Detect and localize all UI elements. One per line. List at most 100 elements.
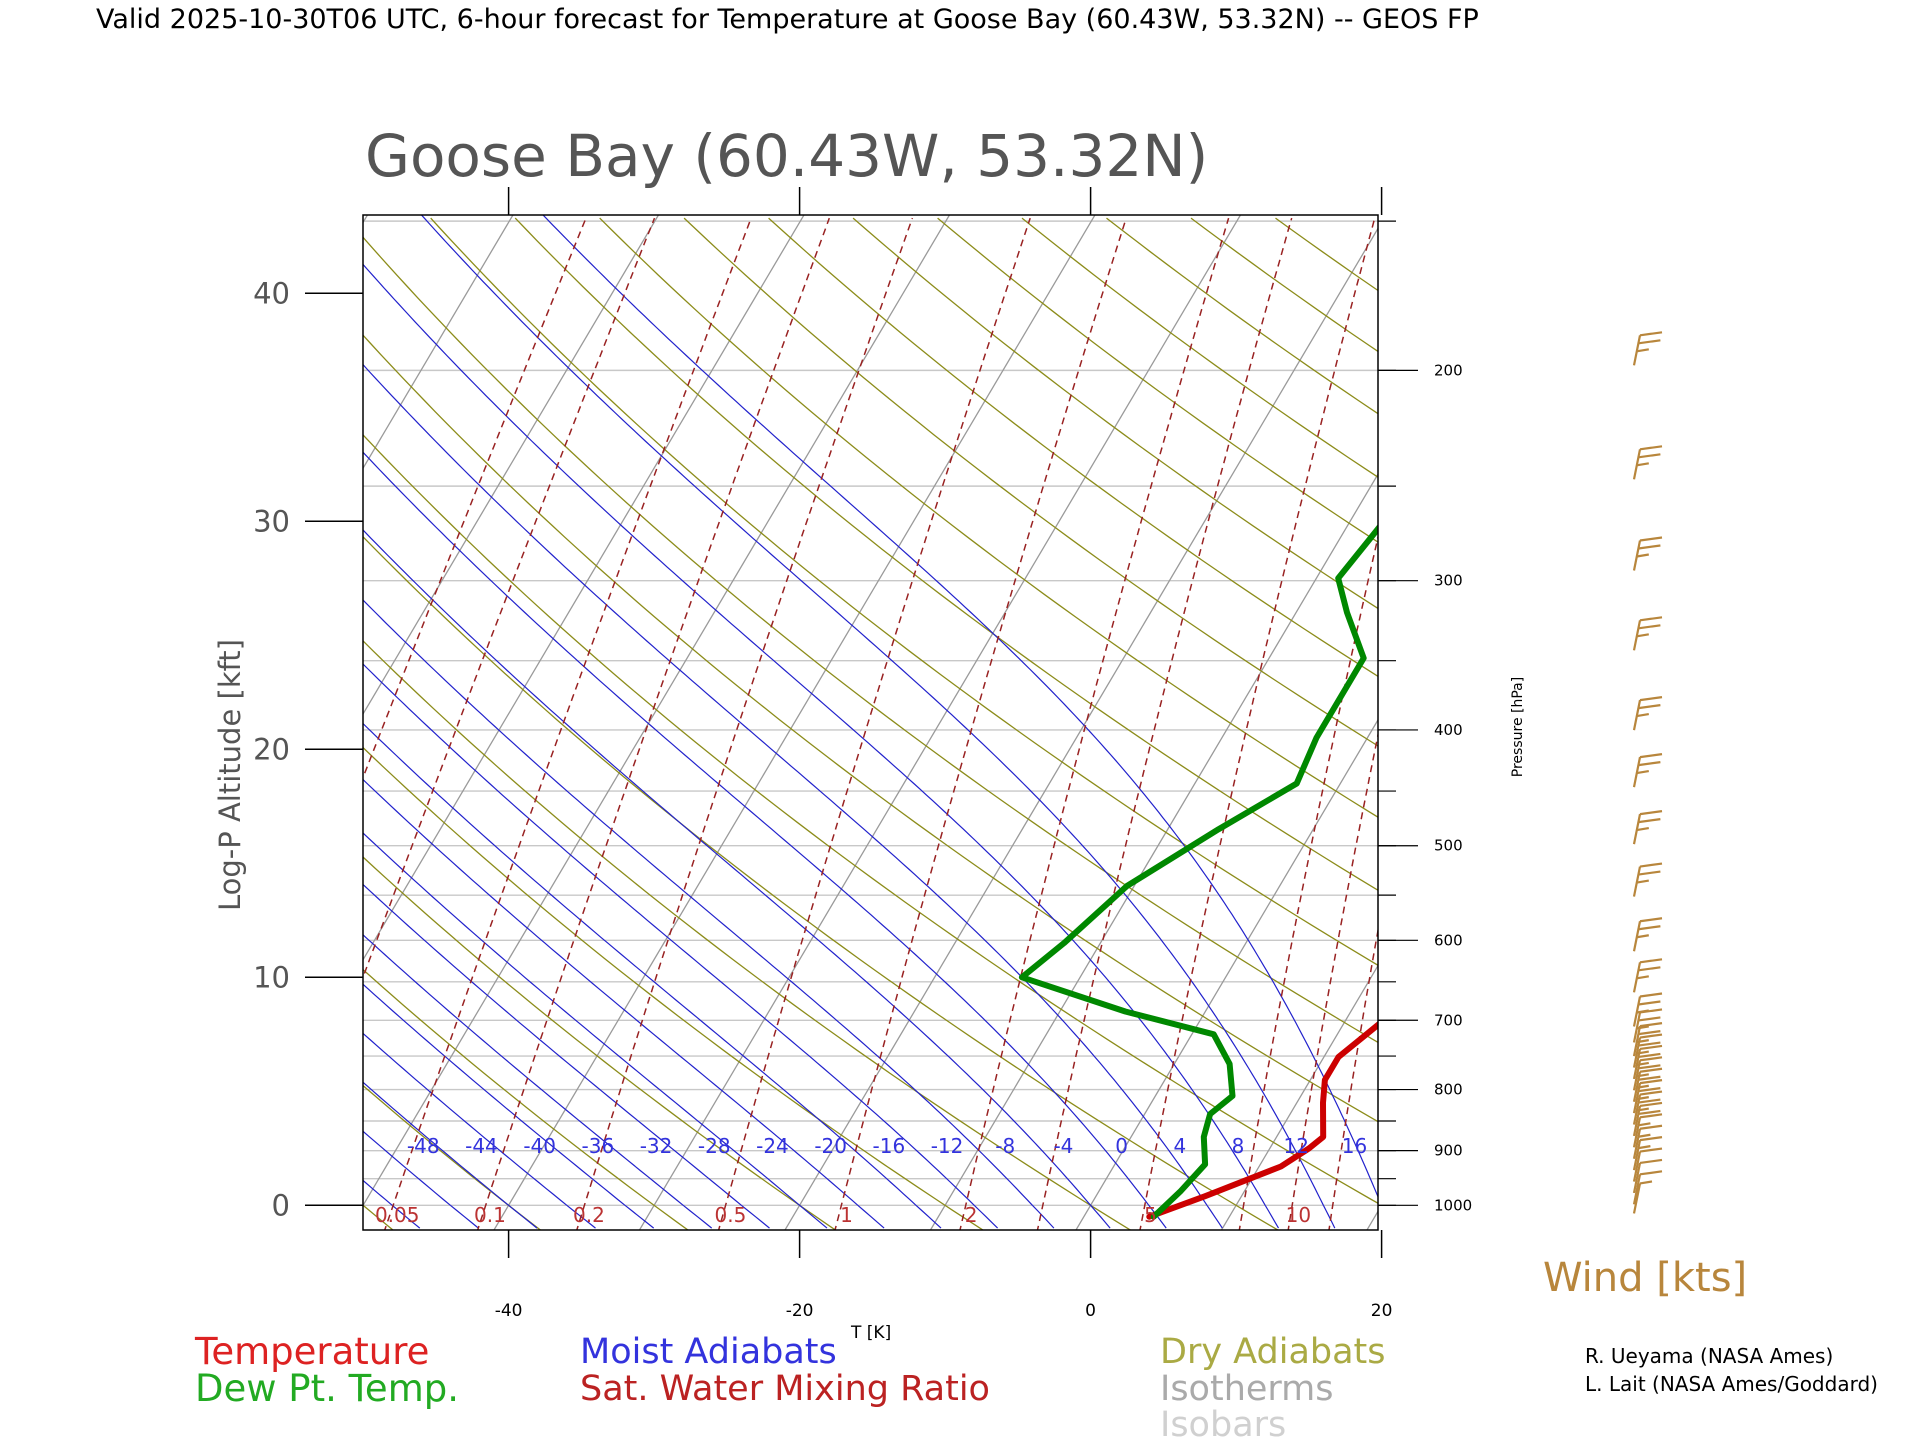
isotherm-line bbox=[1074, 214, 1677, 1233]
pressure-tick-label: 900 bbox=[1434, 1142, 1463, 1160]
moist-adiabat-line bbox=[509, 1205, 537, 1228]
moist-adiabat-label: 0 bbox=[1115, 1134, 1128, 1158]
dry-adiabat-line bbox=[0, 218, 396, 1233]
wind-barb bbox=[1634, 959, 1662, 992]
wind-barb-flag bbox=[1640, 1046, 1662, 1049]
mixing-ratio-label: 0.1 bbox=[474, 1203, 506, 1227]
wind-barb-flag bbox=[1638, 1065, 1660, 1068]
wind-barb-half-flag bbox=[1637, 349, 1649, 351]
wind-barb bbox=[1634, 754, 1662, 787]
moist-adiabat-line bbox=[800, 1205, 827, 1228]
pressure-tick-label: 600 bbox=[1434, 931, 1463, 949]
wind-barb-flag bbox=[1640, 1023, 1662, 1026]
mixing-ratio-label: 0.05 bbox=[375, 1203, 420, 1227]
wind-barb-flag bbox=[1640, 446, 1662, 449]
wind-barb-flag bbox=[1638, 1002, 1660, 1005]
wind-barb-flag bbox=[1638, 705, 1660, 708]
moist-adiabat-label: -16 bbox=[873, 1134, 906, 1158]
mixing-ratio-label: 5 bbox=[1144, 1203, 1157, 1227]
wind-barb-half-flag bbox=[1637, 463, 1649, 465]
pressure-tick-label: 400 bbox=[1434, 721, 1463, 739]
wind-barb-flag bbox=[1638, 1031, 1660, 1034]
wind-barb-half-flag bbox=[1638, 1146, 1650, 1148]
moist-adiabat-line bbox=[1382, 1205, 1392, 1228]
moist-adiabat-label: -32 bbox=[640, 1134, 673, 1158]
moist-adiabat-line bbox=[974, 1205, 997, 1228]
moist-adiabat-line bbox=[0, 214, 334, 1206]
moist-adiabat-line bbox=[334, 1205, 361, 1228]
y-tick-label: 30 bbox=[253, 504, 290, 538]
wind-barb-flag bbox=[1638, 872, 1660, 875]
wind-barb-half-flag bbox=[1637, 714, 1649, 716]
moist-adiabat-line bbox=[683, 1205, 712, 1228]
mixing-ratio-label: 0.2 bbox=[573, 1203, 605, 1227]
wind-barb bbox=[1634, 697, 1662, 730]
isotherm-line bbox=[492, 214, 1095, 1233]
moist-adiabat-line bbox=[1091, 1205, 1111, 1228]
wind-barb-half-flag bbox=[1637, 935, 1649, 937]
pressure-tick-label: 1000 bbox=[1434, 1196, 1472, 1214]
wind-barb-flag bbox=[1638, 340, 1660, 343]
wind-barb-flag bbox=[1640, 1137, 1662, 1140]
wind-barb-half-flag bbox=[1637, 881, 1649, 883]
wind-barb-flag bbox=[1640, 1069, 1662, 1072]
dry-adiabat-line bbox=[0, 218, 101, 1233]
isotherm-line bbox=[0, 214, 368, 1233]
moist-adiabat-line bbox=[625, 1205, 654, 1228]
mixing-ratio-line bbox=[1545, 218, 1699, 1233]
wind-barb-flag bbox=[1640, 994, 1662, 997]
isotherm-line bbox=[201, 214, 804, 1233]
moist-adiabat-label: -44 bbox=[465, 1134, 498, 1158]
pressure-tick-label: 500 bbox=[1434, 837, 1463, 855]
moist-adiabat-label: 16 bbox=[1342, 1134, 1367, 1158]
wind-barb-flag bbox=[1640, 1103, 1662, 1106]
wind-barb bbox=[1634, 918, 1662, 951]
wind-barb-flag bbox=[1638, 1100, 1660, 1103]
wind-barb-flag bbox=[1638, 819, 1660, 822]
wind-barb-flag bbox=[1640, 538, 1662, 541]
wind-barb-flag bbox=[1640, 1171, 1662, 1174]
wind-barb-flag bbox=[1640, 864, 1662, 867]
moist-adiabat-label: -20 bbox=[814, 1134, 847, 1158]
moist-adiabat-label: -12 bbox=[931, 1134, 964, 1158]
wind-barb-flag bbox=[1638, 1077, 1660, 1080]
isotherm-line bbox=[0, 214, 77, 1233]
y-tick-label: 10 bbox=[253, 960, 290, 994]
wind-barb-flag bbox=[1638, 454, 1660, 457]
wind-barb-flag bbox=[1640, 918, 1662, 921]
y-tick-label: 0 bbox=[272, 1188, 290, 1222]
pressure-tick-label: 800 bbox=[1434, 1081, 1463, 1099]
mixing-ratio-line bbox=[1447, 218, 1621, 1233]
wind-barb-half-flag bbox=[1638, 1123, 1650, 1125]
moist-adiabat-label: -4 bbox=[1053, 1134, 1073, 1158]
wind-barb-flag bbox=[1640, 1080, 1662, 1083]
moist-adiabat-label: 12 bbox=[1284, 1134, 1309, 1158]
wind-barb-half-flag bbox=[1637, 771, 1649, 773]
pressure-tick-label: 700 bbox=[1434, 1011, 1463, 1029]
plot-frame bbox=[363, 215, 1378, 1230]
isotherm-line bbox=[1511, 214, 1920, 1233]
moist-adiabat-label: -40 bbox=[523, 1134, 556, 1158]
wind-barb-flag bbox=[1640, 697, 1662, 700]
wind-barb-flag bbox=[1640, 811, 1662, 814]
wind-barb-half-flag bbox=[1637, 976, 1649, 978]
wind-barb-flag bbox=[1638, 1111, 1660, 1114]
wind-barb bbox=[1634, 538, 1662, 571]
wind-barb bbox=[1634, 617, 1662, 650]
moist-adiabat-line bbox=[1207, 1205, 1222, 1228]
isotherm-line bbox=[0, 214, 223, 1233]
wind-barb-half-flag bbox=[1640, 1181, 1652, 1183]
x-tick-label: 0 bbox=[1085, 1301, 1096, 1321]
wind-barb bbox=[1634, 811, 1662, 844]
wind-barb-half-flag bbox=[1638, 1135, 1650, 1137]
moist-adiabat-line bbox=[1032, 1205, 1054, 1228]
wind-barb-flag bbox=[1640, 332, 1662, 335]
isotherm-line bbox=[638, 214, 1241, 1233]
moist-adiabat-line bbox=[858, 1205, 884, 1228]
mixing-ratio-label: 10 bbox=[1286, 1203, 1311, 1227]
wind-barb-flag bbox=[1640, 617, 1662, 620]
wind-barb-flag bbox=[1640, 754, 1662, 757]
pressure-tick-label: 200 bbox=[1434, 361, 1463, 379]
wind-barb-flag bbox=[1638, 1054, 1660, 1057]
